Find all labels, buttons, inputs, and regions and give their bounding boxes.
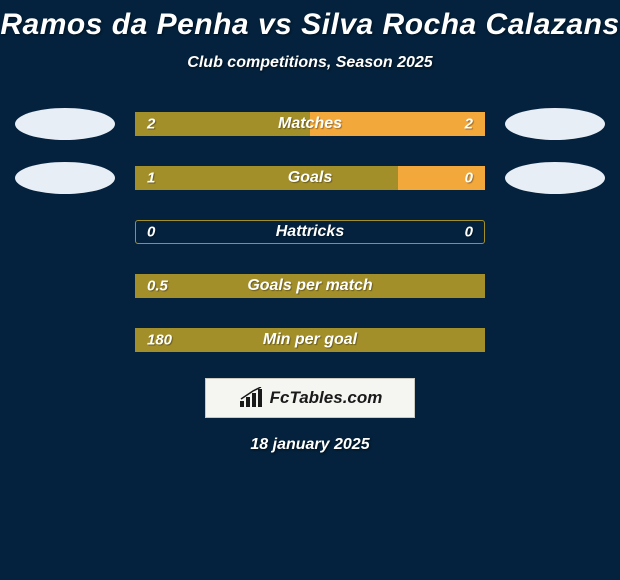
stat-bar: 22Matches: [135, 112, 485, 136]
stat-label: Hattricks: [135, 223, 485, 241]
stat-row: 10Goals: [10, 162, 610, 194]
stat-row: 00Hattricks: [10, 216, 610, 248]
stat-row: 0.5Goals per match: [10, 270, 610, 302]
stat-label: Matches: [135, 115, 485, 133]
player-avatar-right: [505, 108, 605, 140]
stat-row: 22Matches: [10, 108, 610, 140]
brand-badge[interactable]: FcTables.com: [205, 378, 415, 418]
brand-text: FcTables.com: [270, 388, 383, 408]
date-label: 18 january 2025: [0, 436, 620, 454]
player-avatar-left: [15, 162, 115, 194]
stat-bar: 10Goals: [135, 166, 485, 190]
page-title: Ramos da Penha vs Silva Rocha Calazans: [0, 8, 620, 42]
stat-label: Goals: [135, 169, 485, 187]
stat-bar: 0.5Goals per match: [135, 274, 485, 298]
bar-chart-icon: [238, 387, 266, 409]
stat-bar: 180Min per goal: [135, 328, 485, 352]
stats-list: 22Matches 10Goals 00Hattricks 0.5Goals per …: [0, 108, 620, 356]
stat-label: Min per goal: [135, 331, 485, 349]
stat-label: Goals per match: [135, 277, 485, 295]
player-avatar-left: [15, 108, 115, 140]
comparison-infographic: Ramos da Penha vs Silva Rocha Calazans C…: [0, 0, 620, 454]
subtitle: Club competitions, Season 2025: [0, 54, 620, 72]
stat-row: 180Min per goal: [10, 324, 610, 356]
stat-bar: 00Hattricks: [135, 220, 485, 244]
player-avatar-right: [505, 162, 605, 194]
